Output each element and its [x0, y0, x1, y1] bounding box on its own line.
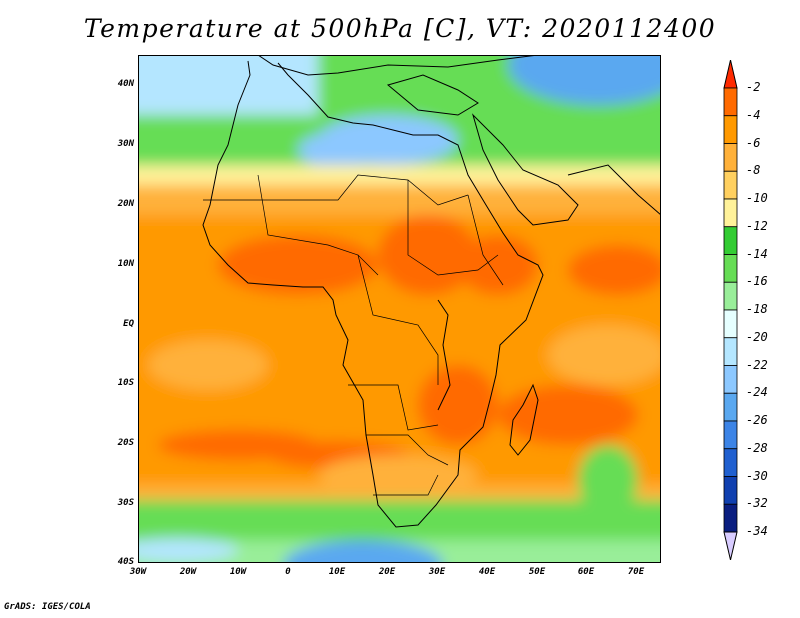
lon-tick-label: 0 [285, 567, 291, 577]
lon-tick-label: 30E [428, 567, 446, 577]
colorbar-swatch [723, 198, 738, 228]
colorbar-swatch [723, 143, 738, 172]
lon-tick-label: 70E [627, 567, 645, 577]
colorbar-label: -30 [746, 468, 768, 483]
colorbar-swatch [723, 448, 738, 477]
temperature-field [138, 55, 661, 563]
credit-text: GrADS: IGES/COLA [4, 602, 91, 612]
colorbar-swatch [723, 392, 738, 422]
lat-tick-label: 10N [117, 259, 134, 269]
lat-tick-label: 20S [117, 438, 134, 448]
map-title: Temperature at 500hPa [C], VT: 202011240… [83, 14, 717, 43]
colorbar-top-arrow [723, 60, 738, 89]
country-borders [203, 174, 504, 496]
coastlines [202, 55, 661, 528]
colorbar-swatch [723, 365, 738, 394]
colorbar-label: -18 [746, 302, 768, 316]
colorbar-label: -24 [746, 385, 768, 400]
colorbar-label: -26 [746, 413, 768, 427]
colorbar-swatch [723, 503, 738, 533]
lat-tick-label: 30S [117, 498, 134, 508]
lat-tick-label: 10S [117, 378, 134, 388]
lon-tick-label: 20E [378, 567, 396, 577]
lon-tick-label: 20W [179, 567, 197, 577]
colorbar-bottom-arrow [723, 531, 738, 560]
colorbar-swatch [723, 337, 738, 366]
colorbar-swatch [723, 170, 738, 200]
colorbar-label: -12 [746, 218, 768, 233]
lon-tick-label: 10W [229, 567, 247, 577]
colorbar-swatch [723, 476, 738, 505]
lat-tick-label: EQ [123, 319, 134, 329]
colorbar [723, 60, 738, 560]
colorbar-label: -16 [746, 274, 768, 289]
colorbar-swatch [723, 254, 738, 283]
colorbar-label: -8 [746, 163, 761, 178]
colorbar-label: -10 [746, 191, 768, 205]
lon-tick-label: 60E [577, 567, 595, 577]
colorbar-label: -32 [746, 496, 768, 511]
colorbar-swatch [723, 420, 738, 450]
lon-tick-label: 30W [129, 567, 147, 577]
lon-tick-label: 50E [528, 567, 546, 577]
colorbar-label: -6 [746, 135, 761, 150]
colorbar-swatch [723, 115, 738, 144]
colorbar-swatch [723, 281, 738, 311]
lat-tick-label: 30N [117, 139, 134, 149]
colorbar-label: -4 [746, 107, 761, 122]
lon-tick-label: 10E [328, 567, 346, 577]
colorbar-label: -34 [746, 524, 768, 538]
colorbar-label: -2 [746, 80, 761, 94]
colorbar-swatch [723, 309, 738, 339]
lon-tick-label: 40E [478, 567, 496, 577]
lat-tick-label: 40N [117, 79, 134, 89]
temperature-map [138, 55, 661, 563]
colorbar-label: -22 [746, 357, 768, 372]
colorbar-swatch [723, 87, 738, 117]
colorbar-label: -20 [746, 329, 768, 344]
lat-tick-label: 20N [117, 199, 134, 209]
lat-tick-label: 40S [117, 557, 134, 567]
colorbar-label: -14 [746, 246, 768, 261]
colorbar-label: -28 [746, 440, 768, 455]
colorbar-swatch [723, 226, 738, 255]
